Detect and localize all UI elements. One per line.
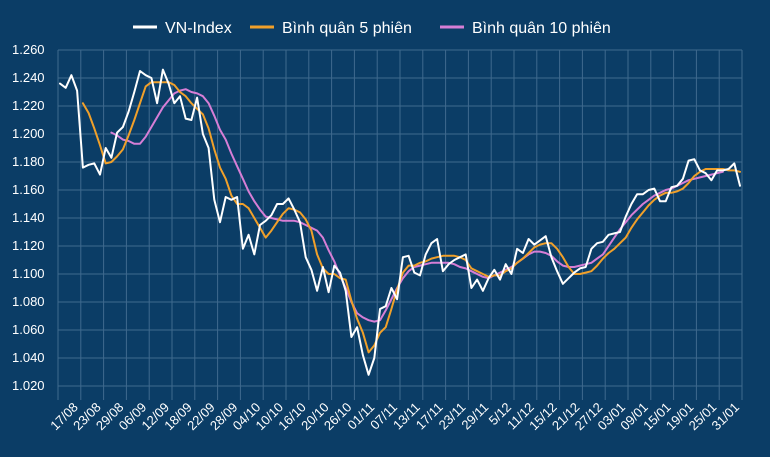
y-tick-label: 1.060 — [12, 322, 45, 337]
legend-label: Bình quân 10 phiên — [472, 20, 611, 37]
y-tick-label: 1.100 — [12, 266, 45, 281]
y-tick-label: 1.180 — [12, 154, 45, 169]
legend-label: VN-Index — [165, 20, 232, 37]
y-axis: 1.020 1.040 1.060 1.080 1.100 1.120 1.140 1.160… — [12, 42, 45, 393]
y-tick-label: 1.040 — [12, 350, 45, 365]
y-tick-label: 1.220 — [12, 98, 45, 113]
y-tick-label: 1.260 — [12, 42, 45, 57]
series-line-0 — [59, 68, 741, 376]
y-tick-label: 1.200 — [12, 126, 45, 141]
y-tick-label: 1.120 — [12, 238, 45, 253]
y-tick-label: 1.020 — [12, 378, 45, 393]
y-tick-label: 1.240 — [12, 70, 45, 85]
y-tick-label: 1.140 — [12, 210, 45, 225]
legend-label: Bình quân 5 phiên — [282, 20, 412, 37]
y-tick-label: 1.080 — [12, 294, 45, 309]
legend: VN-Index Bình quân 5 phiên Bình quân 10 ph… — [133, 20, 611, 37]
series-layer — [59, 68, 741, 376]
y-tick-label: 1.160 — [12, 182, 45, 197]
